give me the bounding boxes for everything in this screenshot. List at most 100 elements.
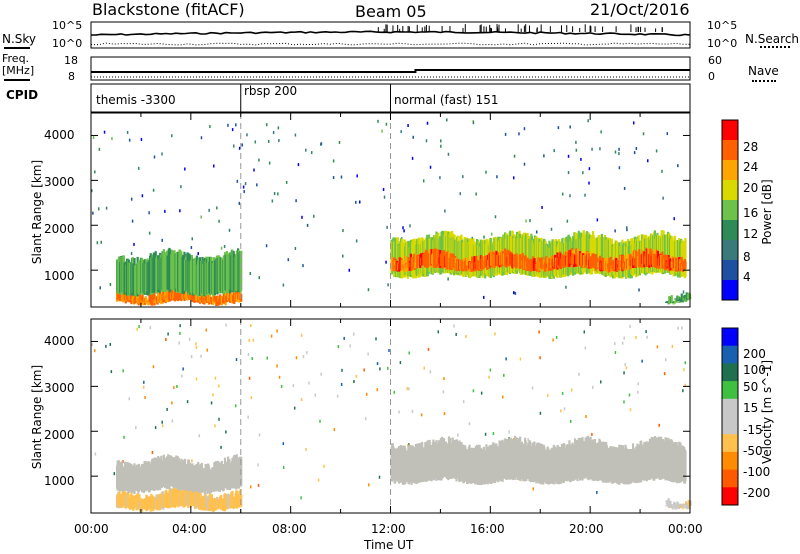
velocity-speckle: [191, 459, 193, 463]
xaxis-label: Time UT: [364, 538, 414, 552]
vel-cb-tick-50: 50: [743, 380, 759, 394]
power-speckle: [268, 161, 271, 165]
velocity-speckle: [539, 411, 542, 415]
freq-tick-lo: 8: [68, 70, 75, 83]
power-speckle: [179, 209, 181, 213]
nave-label: Nave: [748, 64, 779, 78]
power-mark: [222, 292, 225, 304]
velocity-speckle: [488, 375, 490, 379]
velocity-speckle: [300, 333, 303, 337]
power-speckle: [385, 260, 387, 264]
velocity-speckle: [625, 366, 628, 370]
power-mark: [676, 295, 679, 301]
power-speckle: [385, 122, 388, 126]
velocity-colorbar-bin: [722, 328, 738, 347]
velocity-speckle: [181, 374, 183, 378]
power-mark: [656, 251, 660, 266]
power-mark: [197, 293, 200, 300]
velocity-speckle: [212, 393, 214, 397]
power-speckle: [444, 209, 446, 213]
power-speckle: [356, 174, 358, 178]
xtick-3: 12:00: [371, 522, 406, 536]
velocity-speckle: [645, 330, 647, 334]
velocity-speckle: [205, 328, 208, 332]
power-speckle: [282, 283, 285, 287]
velocity-speckle: [151, 450, 154, 454]
power-speckle: [105, 206, 108, 210]
power-mark: [675, 299, 678, 303]
velocity-speckle: [367, 352, 369, 356]
power-speckle: [625, 226, 628, 230]
velocity-speckle: [210, 401, 213, 405]
power-speckle: [223, 244, 226, 248]
velocity-mark: [678, 503, 681, 507]
power-cb-tick-12: 12: [743, 227, 759, 241]
power-speckle: [635, 146, 638, 150]
nsearch-tick-hi: 10^5: [707, 19, 738, 32]
velocity-speckle: [302, 355, 305, 359]
power-speckle: [200, 136, 203, 140]
velocity-speckle: [143, 380, 145, 384]
power-speckle: [407, 124, 409, 128]
vel-cb-tick-m200: -200: [743, 486, 771, 500]
velocity-speckle: [398, 410, 400, 414]
velocity-speckle: [333, 428, 336, 432]
power-mark: [552, 256, 555, 267]
velocity-speckle: [218, 384, 220, 388]
velocity-colorbar-bin: [722, 434, 738, 453]
velocity-colorbar-bin: [722, 487, 738, 506]
power-speckle: [246, 133, 248, 137]
nsearch-line: [90, 42, 691, 46]
velocity-speckle: [295, 356, 298, 360]
power-speckle: [535, 230, 538, 234]
power-speckle: [518, 132, 520, 136]
freq-underline: [4, 79, 30, 81]
velocity-speckle: [161, 420, 163, 424]
power-mark: [676, 301, 680, 303]
velocity-speckle: [276, 364, 278, 368]
velocity-speckle: [166, 407, 168, 411]
velocity-speckle: [368, 483, 370, 487]
power-speckle: [567, 154, 570, 158]
power-mark: [142, 301, 145, 306]
power-speckle: [99, 286, 101, 290]
power-speckle: [514, 291, 517, 295]
power-speckle: [100, 240, 103, 244]
velocity-speckle: [629, 408, 632, 412]
velocity-speckle: [663, 372, 666, 376]
velocity-colorbar-bin: [722, 416, 738, 435]
power-speckle: [543, 154, 545, 158]
power-colorbar-bin: [722, 160, 738, 181]
velocity-speckle: [503, 373, 505, 377]
power-speckle: [580, 157, 582, 161]
power-speckle: [227, 123, 229, 127]
power-speckle: [184, 167, 186, 171]
velocity-speckle: [336, 394, 339, 398]
velocity-colorbar-bin: [722, 363, 738, 382]
power-speckle: [294, 246, 297, 250]
velocity-mark: [669, 500, 672, 508]
velocity-speckle: [465, 334, 467, 338]
velocity-speckle: [664, 358, 667, 362]
velocity-speckle: [123, 435, 125, 439]
power-mark: [684, 238, 687, 277]
power-speckle: [400, 130, 402, 134]
velocity-speckle: [623, 336, 625, 340]
vel-cb-tick-m15: -15: [743, 423, 763, 437]
velocity-speckle: [561, 391, 564, 395]
power-speckle: [626, 228, 628, 232]
power-speckle: [277, 126, 280, 130]
power-colorbar-bin: [722, 120, 738, 141]
cpid-label: CPID: [6, 88, 39, 102]
power-ytick-4000: 4000: [44, 128, 75, 142]
power-speckle: [439, 176, 441, 180]
power-speckle: [190, 246, 193, 250]
power-speckle: [200, 215, 202, 219]
power-cb-tick-24: 24: [743, 160, 759, 174]
power-speckle: [208, 208, 210, 212]
velocity-speckle: [508, 430, 510, 434]
nsky-label: N.Sky: [2, 32, 37, 46]
velocity-speckle: [138, 325, 140, 329]
power-speckle: [92, 211, 94, 215]
